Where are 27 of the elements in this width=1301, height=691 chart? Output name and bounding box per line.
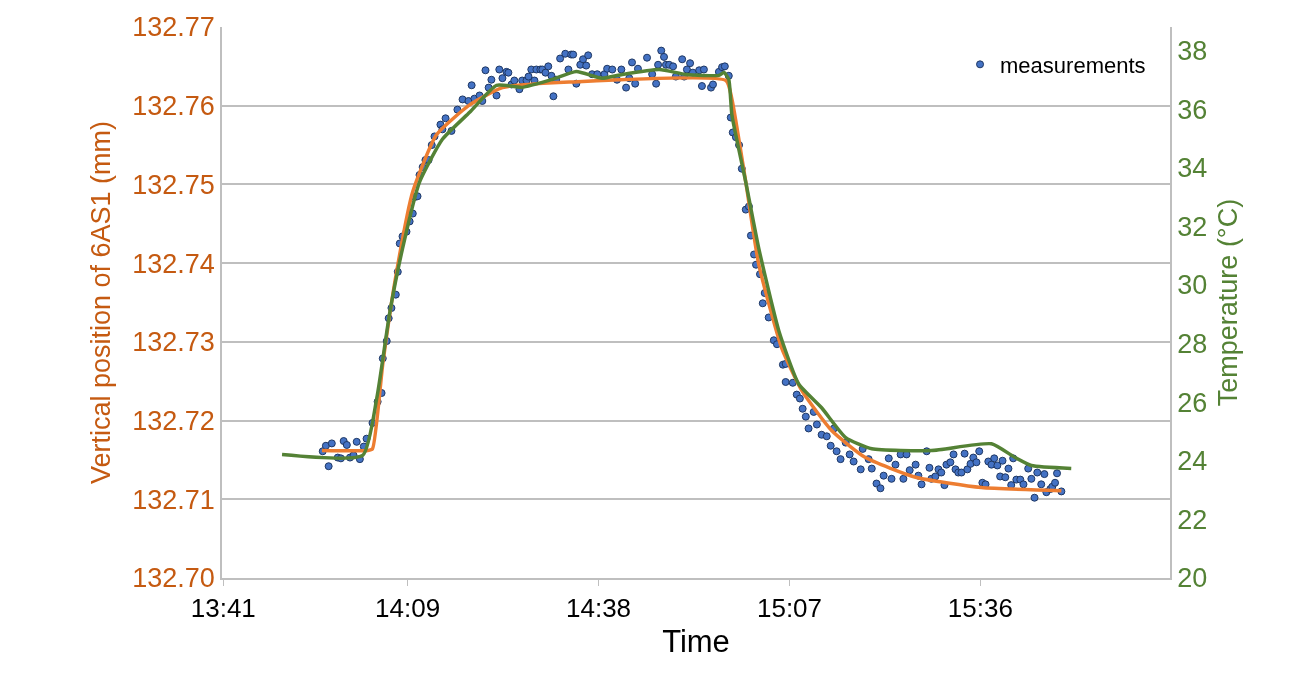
y-tick-label: 132.70 — [132, 563, 215, 594]
y2-tick-label: 38 — [1177, 35, 1208, 66]
x-tick-label: 15:07 — [756, 592, 823, 623]
y-tick-label: 132.71 — [132, 484, 215, 515]
legend-label: measurements — [1000, 52, 1146, 78]
y-tick-label: 132.75 — [132, 169, 215, 200]
y-tick-label: 132.73 — [132, 327, 215, 358]
y2-tick-label: 34 — [1177, 153, 1208, 184]
y2-tick-label: 32 — [1177, 211, 1208, 242]
x-axis-title: Time — [662, 623, 730, 659]
y2-tick-label: 30 — [1177, 270, 1208, 301]
y-tick-label: 132.77 — [132, 12, 215, 43]
y2-axis-title: Temperature (°C) — [1213, 198, 1244, 407]
x-tick-label: 14:09 — [375, 592, 441, 623]
y2-tick-label: 24 — [1177, 446, 1208, 477]
y2-tick-label: 20 — [1177, 563, 1208, 594]
x-tick-label: 13:41 — [190, 592, 256, 623]
x-tick-label: 15:36 — [947, 592, 1013, 623]
y-tick-label: 132.74 — [132, 248, 215, 279]
y-tick-label: 132.72 — [132, 406, 215, 437]
y-tick-label: 132.76 — [132, 91, 215, 122]
y-axis-title: Vertical position of 6AS1 (mm) — [85, 120, 116, 485]
y2-tick-label: 22 — [1177, 504, 1208, 535]
y2-tick-label: 28 — [1177, 328, 1208, 359]
x-tick-label: 14:38 — [566, 592, 632, 623]
y2-tick-label: 36 — [1177, 94, 1208, 125]
y2-tick-label: 26 — [1177, 387, 1208, 418]
